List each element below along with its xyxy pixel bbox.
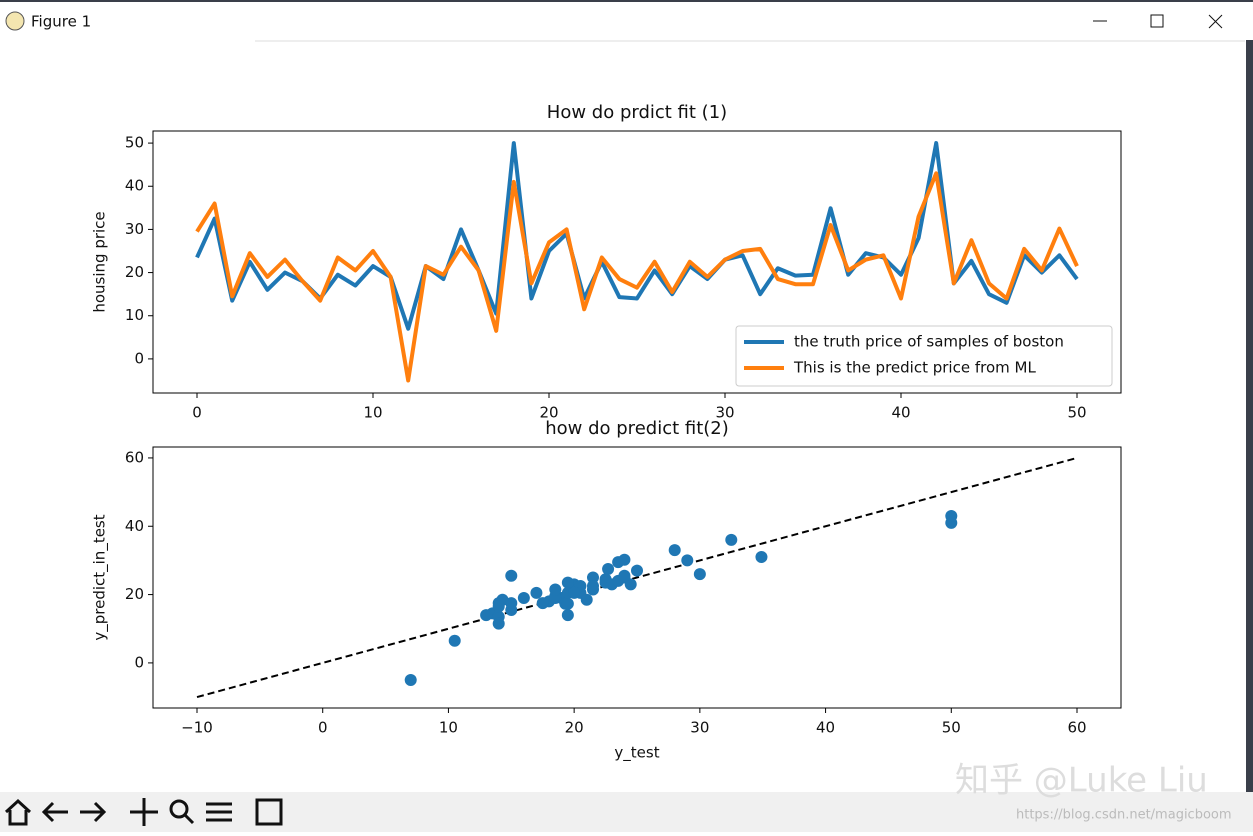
series-line bbox=[195, 171, 1079, 383]
save-button[interactable] bbox=[255, 798, 283, 826]
scatter-point bbox=[618, 553, 631, 566]
y-tick-label: 40 bbox=[125, 517, 144, 535]
scatter-point bbox=[561, 609, 574, 622]
scatter-point bbox=[580, 593, 593, 606]
x-tick-label: 0 bbox=[192, 404, 202, 422]
x-tick-label: 50 bbox=[942, 719, 961, 737]
y-tick-label: 30 bbox=[125, 220, 144, 238]
x-tick-label: 40 bbox=[816, 719, 835, 737]
scatter-point bbox=[668, 544, 681, 557]
scatter-point bbox=[505, 597, 518, 610]
x-axis-label: y_test bbox=[614, 744, 659, 763]
legend-label: the truth price of samples of boston bbox=[794, 333, 1064, 351]
scatter-point bbox=[725, 533, 738, 546]
app-icon bbox=[5, 11, 25, 31]
x-tick-label: 30 bbox=[690, 719, 709, 737]
axes-frame bbox=[152, 446, 1122, 709]
x-tick-label: −10 bbox=[181, 719, 213, 737]
pan-button[interactable] bbox=[130, 798, 158, 826]
x-tick-label: 30 bbox=[715, 404, 734, 422]
scatter-point bbox=[549, 591, 562, 604]
y-tick-label: 50 bbox=[125, 134, 144, 152]
back-button[interactable] bbox=[41, 801, 68, 823]
side-strip bbox=[1246, 40, 1253, 792]
x-tick-label: 20 bbox=[565, 719, 584, 737]
chart-title: How do prdict fit (1) bbox=[547, 102, 727, 123]
chart-title: how do predict fit(2) bbox=[545, 418, 729, 439]
scatter-point bbox=[681, 554, 694, 567]
y-tick-label: 60 bbox=[125, 448, 144, 466]
scatter-point bbox=[549, 583, 562, 596]
border bbox=[0, 0, 1253, 2]
scatter-point bbox=[448, 634, 461, 647]
legend-label: This is the predict price from ML bbox=[793, 359, 1036, 377]
y-tick-label: 0 bbox=[134, 349, 144, 367]
scatter-point bbox=[561, 597, 574, 610]
zoom-button[interactable] bbox=[169, 799, 189, 819]
x-tick-label: 60 bbox=[1067, 719, 1086, 737]
reference-line bbox=[196, 456, 1078, 699]
series-line bbox=[195, 141, 1079, 331]
axes-frame bbox=[152, 130, 1122, 394]
scatter-point bbox=[945, 510, 958, 523]
y-axis-label: y_predict_in_test bbox=[91, 514, 110, 640]
x-tick-label: 0 bbox=[318, 719, 328, 737]
scatter-point bbox=[517, 591, 530, 604]
scatter-point bbox=[624, 578, 637, 591]
y-tick-label: 20 bbox=[125, 263, 144, 281]
configure-button[interactable] bbox=[206, 802, 232, 822]
scatter-point bbox=[618, 569, 631, 582]
legend bbox=[735, 325, 1113, 387]
x-tick-label: 10 bbox=[363, 404, 382, 422]
scatter-point bbox=[587, 571, 599, 584]
scatter-point bbox=[568, 586, 581, 599]
maximize-button[interactable] bbox=[1150, 14, 1164, 28]
y-tick-label: 40 bbox=[125, 177, 144, 195]
scatter-point bbox=[492, 600, 505, 613]
scatter-point bbox=[693, 568, 706, 581]
scatter-point bbox=[602, 562, 615, 575]
scatter-point bbox=[755, 551, 768, 564]
x-tick-label: 50 bbox=[1067, 404, 1086, 422]
watermark: 知乎 @Luke Liu bbox=[955, 761, 1208, 801]
y-axis-label: housing price bbox=[91, 211, 109, 312]
x-tick-label: 40 bbox=[891, 404, 910, 422]
x-tick-label: 10 bbox=[439, 719, 458, 737]
y-tick-label: 20 bbox=[125, 585, 144, 603]
watermark-url: https://blog.csdn.net/magicboom bbox=[1016, 808, 1232, 823]
toolbar-buttons bbox=[4, 798, 283, 826]
scatter-point bbox=[530, 586, 543, 599]
window-title: Figure 1 bbox=[31, 13, 91, 31]
y-tick-label: 10 bbox=[125, 306, 144, 324]
scatter-point bbox=[505, 569, 518, 582]
scatter-point bbox=[587, 580, 599, 593]
scatter-point bbox=[404, 673, 417, 686]
scatter-point bbox=[480, 609, 493, 622]
scatter-point bbox=[561, 576, 574, 589]
x-tick-label: 20 bbox=[539, 404, 558, 422]
forward-button[interactable] bbox=[80, 801, 107, 823]
scatter-point bbox=[492, 617, 505, 630]
home-button[interactable] bbox=[4, 798, 32, 826]
scatter-point bbox=[536, 597, 549, 610]
scatter-point bbox=[631, 564, 643, 577]
zoom-handle bbox=[183, 813, 195, 825]
close-button[interactable] bbox=[1208, 14, 1223, 29]
y-tick-label: 0 bbox=[134, 653, 144, 671]
